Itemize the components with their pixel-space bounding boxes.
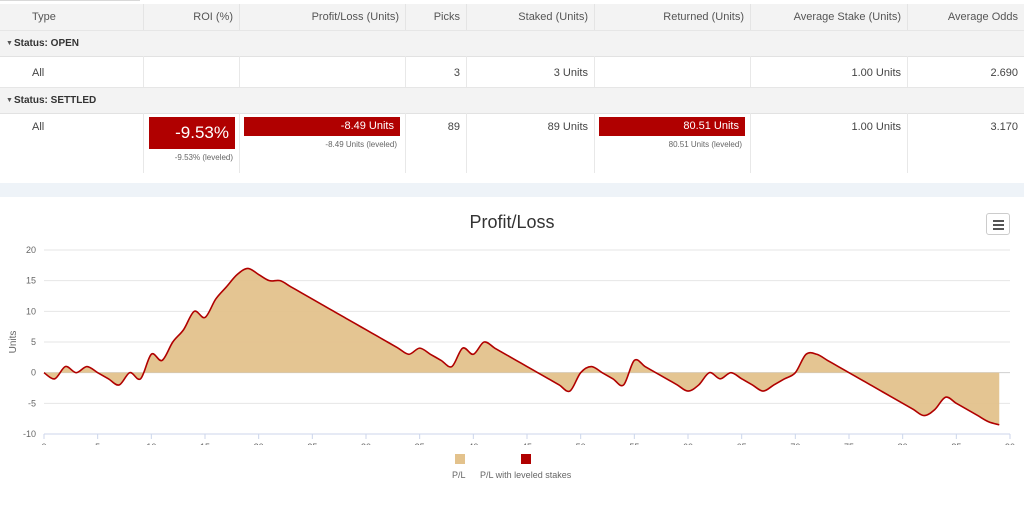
- x-tick-label: 40: [468, 442, 478, 445]
- cell-average-stake: 1.00 Units: [751, 113, 908, 173]
- y-tick-label: 0: [31, 368, 36, 378]
- x-tick-label: 80: [898, 442, 908, 445]
- y-tick-label: -10: [23, 429, 36, 439]
- returned-leveled: 80.51 Units (leveled): [668, 140, 742, 149]
- legend-swatch-pl: [455, 454, 465, 464]
- table-row-settled-all: All -9.53% -9.53% (leveled) -8.49 Units …: [0, 113, 1024, 173]
- y-tick-label: -5: [28, 398, 36, 408]
- x-tick-label: 25: [307, 442, 317, 445]
- x-tick-label: 65: [737, 442, 747, 445]
- x-tick-label: 75: [844, 442, 854, 445]
- col-header-average-stake[interactable]: Average Stake (Units): [751, 4, 908, 30]
- y-tick-label: 15: [26, 276, 36, 286]
- cell-roi: -9.53% -9.53% (leveled): [144, 113, 240, 173]
- x-tick-label: 20: [254, 442, 264, 445]
- x-tick-label: 50: [576, 442, 586, 445]
- y-axis-label: Units: [8, 331, 19, 354]
- table-top-border: [0, 0, 140, 4]
- returned-value-box: 80.51 Units: [599, 117, 745, 136]
- x-tick-label: 35: [415, 442, 425, 445]
- section-divider: [0, 183, 1024, 197]
- cell-roi: [144, 56, 240, 87]
- x-tick-label: 60: [683, 442, 693, 445]
- col-header-returned[interactable]: Returned (Units): [595, 4, 751, 30]
- chart-title: Profit/Loss: [469, 212, 555, 232]
- x-tick-label: 0: [41, 442, 46, 445]
- x-tick-label: 10: [146, 442, 156, 445]
- group-row-settled[interactable]: ▼ Status: SETTLED: [0, 87, 1024, 114]
- group-row-open[interactable]: ▼ Status: OPEN: [0, 30, 1024, 57]
- col-header-average-odds[interactable]: Average Odds: [947, 11, 1018, 23]
- legend-swatch-leveled: [521, 454, 531, 464]
- profit-loss-leveled: -8.49 Units (leveled): [325, 140, 397, 149]
- x-tick-label: 30: [361, 442, 371, 445]
- col-header-staked[interactable]: Staked (Units): [467, 4, 595, 30]
- roi-leveled: -9.53% (leveled): [174, 153, 233, 162]
- y-tick-label: 20: [26, 245, 36, 255]
- table-header-row: Type ROI (%) Profit/Loss (Units) Picks S…: [0, 4, 1024, 31]
- x-tick-label: 90: [1005, 442, 1015, 445]
- x-tick-label: 55: [629, 442, 639, 445]
- cell-staked: 3 Units: [467, 56, 595, 87]
- x-tick-label: 5: [95, 442, 100, 445]
- roi-value-box: -9.53%: [149, 117, 235, 149]
- cell-type: All: [0, 113, 144, 173]
- profit-loss-value-box: -8.49 Units: [244, 117, 400, 136]
- pl-area: [44, 268, 1000, 425]
- table-row-open-all: All 3 3 Units 1.00 Units 2.690: [0, 56, 1024, 87]
- group-label: Status: OPEN: [14, 38, 80, 49]
- cell-picks: 89: [406, 113, 467, 173]
- x-tick-label: 45: [522, 442, 532, 445]
- y-tick-label: 5: [31, 337, 36, 347]
- y-tick-label: 10: [26, 306, 36, 316]
- collapse-arrow-icon[interactable]: ▼: [6, 97, 13, 104]
- legend-label-leveled: P/L with leveled stakes: [480, 470, 572, 480]
- legend-label-pl: P/L: [452, 470, 466, 480]
- leveled-stakes-line: [43, 267, 1000, 426]
- cell-type: All: [0, 56, 144, 87]
- profit-loss-chart: -10 -5 0 5 10 15 20 Units 0 5 10 15 20 25 30 35 40 45 50 55…: [8, 245, 1015, 445]
- col-header-picks[interactable]: Picks: [406, 4, 467, 30]
- cell-staked: 89 Units: [467, 113, 595, 173]
- x-tick-label: 85: [951, 442, 961, 445]
- cell-returned: 80.51 Units 80.51 Units (leveled): [595, 113, 751, 173]
- cell-average-odds: 2.690: [990, 67, 1018, 79]
- col-header-type[interactable]: Type: [0, 4, 144, 30]
- col-header-roi[interactable]: ROI (%): [144, 4, 240, 30]
- collapse-arrow-icon[interactable]: ▼: [6, 40, 13, 47]
- x-tick-label: 15: [200, 442, 210, 445]
- cell-profit-loss: -8.49 Units -8.49 Units (leveled): [240, 113, 406, 173]
- cell-average-stake: 1.00 Units: [751, 56, 908, 87]
- x-tick-label: 70: [790, 442, 800, 445]
- cell-profit-loss: [240, 56, 406, 87]
- cell-picks: 3: [406, 56, 467, 87]
- hamburger-menu-icon[interactable]: [986, 213, 1010, 235]
- group-label: Status: SETTLED: [14, 95, 97, 106]
- cell-average-odds: 3.170: [990, 121, 1018, 133]
- cell-returned: [595, 56, 751, 87]
- col-header-profit-loss[interactable]: Profit/Loss (Units): [240, 4, 406, 30]
